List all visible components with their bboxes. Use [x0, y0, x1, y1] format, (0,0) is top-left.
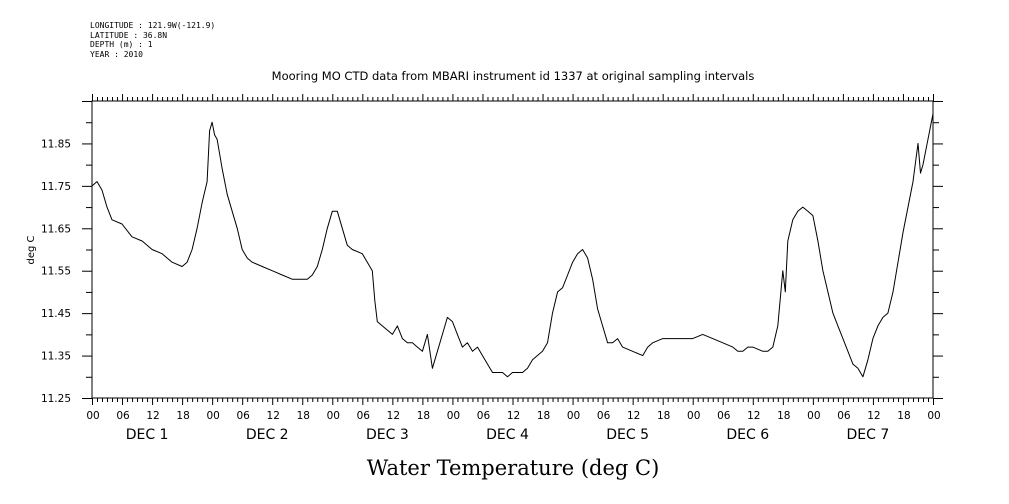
year-text: YEAR : 2010 — [90, 49, 143, 59]
y-tick-label: 11.85 — [41, 138, 71, 150]
y-axis-label: deg C — [26, 235, 37, 264]
day-label: DEC 3 — [366, 427, 409, 443]
x-tick-label: 00 — [927, 410, 940, 422]
latitude-text: LATITUDE : 36.8N — [90, 30, 168, 40]
x-tick-label: 12 — [627, 410, 640, 422]
temperature-line — [91, 113, 934, 378]
y-tick-label: 11.55 — [41, 266, 71, 278]
y-tick-label: 11.65 — [41, 223, 71, 235]
x-tick-label: 18 — [537, 410, 550, 422]
x-tick-label: 00 — [687, 410, 700, 422]
x-tick-label: 00 — [327, 410, 340, 422]
depth-text: DEPTH (m) : 1 — [90, 40, 153, 49]
x-tick-label: 12 — [267, 410, 280, 422]
x-tick-label: 18 — [777, 410, 790, 422]
day-label: DEC 4 — [486, 427, 529, 443]
x-tick-label: 06 — [717, 410, 731, 422]
x-tick-label: 06 — [837, 410, 851, 422]
x-tick-label: 06 — [597, 410, 611, 422]
x-tick-label: 18 — [297, 410, 310, 422]
x-tick-label: 18 — [417, 410, 430, 422]
x-tick-label: 12 — [387, 410, 400, 422]
x-tick-label: 18 — [897, 410, 910, 422]
day-label: DEC 6 — [726, 427, 769, 443]
x-tick-label: 00 — [86, 410, 99, 422]
longitude-text: LONGITUDE : 121.9W(-121.9) — [90, 21, 216, 30]
day-label: DEC 5 — [606, 427, 649, 443]
day-label: DEC 2 — [246, 427, 289, 443]
day-label: DEC 1 — [126, 427, 169, 443]
x-axis-title: Water Temperature (deg C) — [367, 456, 660, 480]
x-tick-label: 06 — [357, 410, 371, 422]
x-tick-label: 00 — [447, 410, 460, 422]
chart-title: Mooring MO CTD data from MBARI instrumen… — [272, 69, 755, 83]
x-tick-label: 00 — [567, 410, 580, 422]
x-tick-label: 18 — [176, 410, 189, 422]
x-tick-label: 06 — [116, 410, 130, 422]
x-tick-label: 00 — [807, 410, 820, 422]
metadata-block: LONGITUDE : 121.9W(-121.9) LATITUDE : 36… — [90, 21, 215, 59]
y-tick-label: 11.25 — [41, 393, 71, 405]
x-tick-label: 12 — [867, 410, 880, 422]
y-tick-label: 11.45 — [41, 308, 71, 320]
y-tick-label: 11.35 — [41, 351, 71, 363]
y-tick-label: 11.75 — [41, 181, 71, 193]
day-label: DEC 7 — [847, 427, 890, 443]
x-tick-label: 00 — [206, 410, 219, 422]
x-tick-label: 18 — [657, 410, 670, 422]
x-tick-label: 06 — [236, 410, 250, 422]
x-tick-label: 12 — [747, 410, 760, 422]
x-tick-label: 12 — [146, 410, 159, 422]
x-tick-label: 12 — [507, 410, 520, 422]
x-tick-label: 06 — [477, 410, 491, 422]
